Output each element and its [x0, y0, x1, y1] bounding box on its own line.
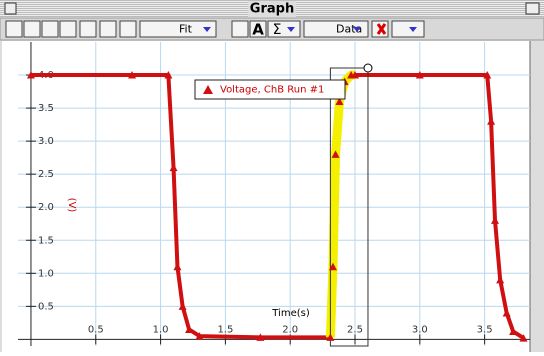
selection-handle — [364, 64, 372, 72]
y-tick-label: 1.5 — [38, 235, 54, 246]
fit-label: Fit — [179, 23, 193, 36]
y-tick-label: 2.5 — [38, 169, 54, 180]
btn-smart-tool[interactable] — [100, 21, 116, 37]
zoom-box[interactable] — [526, 3, 539, 14]
btn-calc[interactable] — [232, 21, 248, 37]
y-axis-label: (V) — [66, 198, 77, 213]
btn-zoom-in[interactable] — [24, 21, 40, 37]
x-tick-label: 3.5 — [477, 324, 493, 335]
window-title: Graph — [250, 2, 294, 17]
x-axis-label: Time(s) — [271, 308, 310, 319]
x-tick-label: 2.0 — [282, 324, 298, 335]
x-tick-label: 2.5 — [347, 324, 363, 335]
y-tick-label: 2.0 — [38, 202, 54, 213]
btn-autoscale[interactable] — [6, 21, 22, 37]
btn-settings[interactable] — [392, 21, 424, 37]
y-tick-label: 0.5 — [38, 301, 54, 312]
btn-lock[interactable] — [80, 21, 96, 37]
x-tick-label: 0.5 — [88, 324, 104, 335]
btn-zoom-select[interactable] — [60, 21, 76, 37]
x-tick-label: 3.0 — [412, 324, 428, 335]
y-tick-label: 3.0 — [38, 136, 54, 147]
btn-slope[interactable] — [120, 21, 136, 37]
close-box[interactable] — [5, 3, 16, 14]
btn-zoom-out[interactable] — [42, 21, 58, 37]
y-tick-label: 3.5 — [38, 103, 54, 114]
app-window: Graph Fit A Σ Data 0.51.01.52.02.53.03.5… — [0, 0, 544, 352]
text-tool: A — [252, 21, 264, 39]
stats-tool: Σ — [273, 22, 282, 38]
x-tick-label: 1.0 — [153, 324, 169, 335]
y-tick-label: 1.0 — [38, 268, 54, 279]
x-tick-label: 1.5 — [217, 324, 233, 335]
legend-label: Voltage, ChB Run #1 — [220, 85, 324, 96]
